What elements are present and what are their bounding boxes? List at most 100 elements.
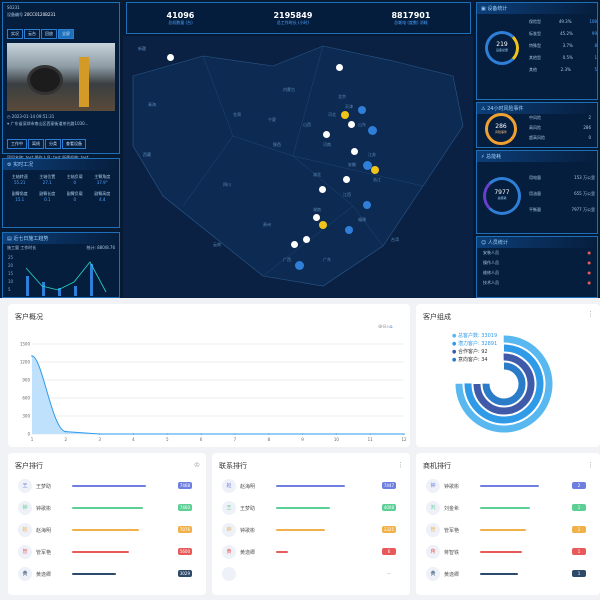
device-row-count: 5 — [594, 67, 597, 72]
home-icon[interactable]: ⌂ — [389, 324, 393, 330]
rank-row[interactable]: 钟钟歌彬 2 — [422, 479, 594, 495]
map-marker[interactable] — [167, 54, 174, 61]
data-point[interactable] — [31, 355, 33, 357]
data-point[interactable] — [166, 433, 169, 435]
map-marker[interactable] — [358, 106, 366, 114]
rank-badge: 4008 — [381, 504, 396, 511]
map-marker[interactable] — [291, 241, 298, 248]
data-point[interactable] — [369, 433, 371, 435]
map-marker[interactable] — [336, 64, 343, 71]
alarm-total-label: 风险事件 — [494, 130, 507, 134]
data-point[interactable] — [234, 433, 236, 435]
legend-work-hours: 工作时长 — [20, 245, 37, 250]
work-value: 27.1 — [42, 180, 52, 185]
map-label: 湖南 — [313, 206, 321, 212]
china-map[interactable]: 新疆 青海 西藏 四川 云南 贵州 广西 广东 湖南 湖北 河南 山东 江苏 浙… — [123, 36, 473, 298]
more-icon[interactable]: ⋮ — [587, 461, 594, 469]
rank-row[interactable]: 赵赵海明 7447 — [218, 479, 404, 495]
data-point[interactable] — [132, 433, 135, 435]
map-marker[interactable] — [313, 214, 320, 221]
rank-row[interactable]: — — [218, 567, 404, 583]
dashboard-top: S0231 设备编号 20CC0120B231 实况 云台 回放 全屏 ◷ 2023-… — [0, 0, 600, 298]
map-marker[interactable] — [323, 131, 330, 138]
data-point[interactable] — [335, 433, 338, 435]
data-point[interactable] — [301, 433, 304, 435]
data-point[interactable] — [98, 433, 101, 435]
rank-row[interactable]: 刘刘金希 1 — [422, 501, 594, 517]
work-label: 主臂角度 — [94, 174, 111, 179]
status-working-button[interactable]: 工作中 — [7, 139, 27, 149]
rank-bar — [72, 529, 139, 531]
rank-row[interactable]: 蒋蒋智铁 1 — [422, 545, 594, 561]
map-marker[interactable] — [345, 226, 353, 234]
map-marker[interactable] — [351, 148, 358, 155]
search-icon[interactable]: ⌕ — [386, 324, 390, 330]
legend-intention: 意向客户: 34 — [457, 357, 488, 363]
zoom-out-icon[interactable]: ⊖ — [382, 324, 387, 330]
map-marker[interactable] — [319, 221, 327, 229]
map-label: 台湾 — [391, 236, 399, 242]
device-row-label: 标准型 — [529, 31, 541, 36]
tab-live[interactable]: 实况 — [7, 29, 23, 39]
more-icon[interactable]: ⋮ — [397, 461, 404, 469]
rank-bar — [480, 573, 518, 575]
rank-row[interactable]: 黄黄逸卿 3029 — [14, 567, 200, 583]
rank-row[interactable]: 管管军艳 5600 — [14, 545, 200, 561]
power-total: 7977 — [494, 189, 510, 196]
crown-icon[interactable]: ♔ — [193, 461, 200, 469]
device-row-label: 其他 — [529, 67, 537, 72]
view-device-button[interactable]: 查看设备 — [62, 139, 86, 149]
x-tick-label: 1 — [31, 437, 34, 442]
rank-bar — [480, 529, 527, 531]
avatar: 蒋 — [426, 545, 440, 559]
map-marker[interactable] — [368, 126, 377, 135]
stat-total-power-label: 总耗电 (度数) 消耗 — [394, 19, 428, 25]
rank-row[interactable]: 黄黄逸卿 6 — [218, 545, 404, 561]
alarm-total: 286 — [495, 123, 507, 130]
power-row-label: 用油量 — [529, 191, 541, 196]
data-point[interactable] — [65, 430, 67, 433]
tab-playback[interactable]: 回放 — [41, 29, 57, 39]
camera-view[interactable] — [7, 43, 115, 111]
avatar: 刘 — [426, 501, 440, 515]
rank-badge: 1 — [572, 504, 586, 511]
rank-row[interactable]: 黄黄逸卿 1 — [422, 567, 594, 583]
category-button[interactable]: 分类 — [45, 139, 61, 149]
map-marker[interactable] — [371, 166, 379, 174]
zoom-in-icon[interactable]: ⊕ — [378, 324, 383, 330]
tab-fullscreen[interactable]: 全屏 — [58, 29, 74, 39]
map-marker[interactable] — [341, 111, 349, 119]
alarm-row-label: 高风险 — [529, 125, 541, 130]
rank-badge: 1 — [572, 570, 586, 577]
status-offline-button[interactable]: 离线 — [28, 139, 44, 149]
map-marker[interactable] — [319, 186, 326, 193]
more-icon[interactable]: ⋮ — [587, 310, 594, 318]
power-rows: 用电量 153 万公里 用油量 655 万公里 平衡量 7977 万公里 — [529, 175, 595, 223]
map-marker[interactable] — [363, 161, 372, 170]
map-label: 云南 — [213, 241, 221, 247]
trend-bar — [26, 276, 29, 296]
alarm-ring: 286 风险事件 — [485, 113, 517, 145]
data-point[interactable] — [200, 433, 202, 435]
data-point[interactable] — [403, 433, 405, 435]
device-row-value: 2.3% — [560, 67, 571, 72]
people-rows: 安装人员 ● 操作人员 ● 维修人员 ● 技术人员 ● — [477, 248, 597, 292]
map-label: 江西 — [343, 191, 351, 197]
tab-ptz[interactable]: 云台 — [24, 29, 40, 39]
trend-bar — [58, 288, 61, 296]
map-marker[interactable] — [343, 176, 350, 183]
rank-row[interactable]: 王王梦助 7468 — [14, 479, 200, 495]
rank-row[interactable]: 王王梦助 4008 — [218, 501, 404, 517]
rank-row[interactable]: 赵赵海明 7076 — [14, 523, 200, 539]
map-marker[interactable] — [295, 261, 304, 270]
map-marker[interactable] — [303, 236, 310, 243]
rank-row[interactable]: 钟钟歌彬 7460 — [14, 501, 200, 517]
rank-row[interactable]: 管管军艳 1 — [422, 523, 594, 539]
status-dot-icon: ● — [587, 280, 592, 285]
legend-cooperation: 合作客户: 92 — [457, 349, 488, 355]
rank-row[interactable]: 钟钟歌彬 3325 — [218, 523, 404, 539]
data-point[interactable] — [267, 433, 270, 435]
work-value: 0.1 — [44, 197, 51, 202]
map-marker[interactable] — [363, 201, 371, 209]
map-marker[interactable] — [348, 121, 355, 128]
